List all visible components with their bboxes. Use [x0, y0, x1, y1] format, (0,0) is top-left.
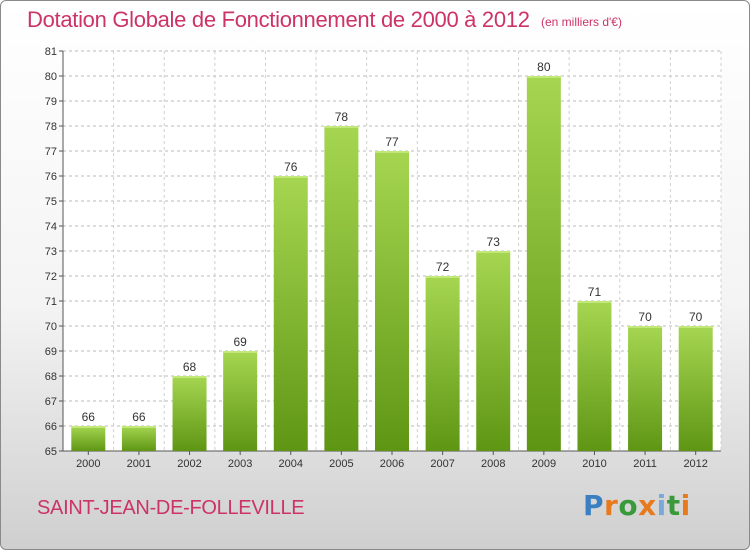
y-tick-label: 65	[45, 446, 57, 458]
logo-letter: i	[656, 489, 667, 522]
x-tick-label: 2012	[683, 458, 707, 470]
commune-name: SAINT-JEAN-DE-FOLLEVILLE	[37, 497, 305, 519]
bar-highlight-2004	[273, 176, 308, 178]
bar-2008	[476, 251, 511, 451]
bar-highlight-2005	[324, 126, 359, 128]
y-tick-label: 76	[45, 171, 57, 183]
y-tick-label: 81	[45, 46, 57, 58]
y-tick-label: 75	[45, 196, 57, 208]
bar-highlight-2001	[121, 426, 156, 428]
x-tick-label: 2011	[633, 458, 657, 470]
bar-value-label: 70	[638, 310, 652, 324]
logo-letter: o	[618, 489, 639, 522]
bar-value-label: 68	[183, 360, 197, 374]
chart-title: Dotation Globale de Fonctionnement de 20…	[27, 7, 530, 32]
bar-highlight-2012	[678, 326, 713, 328]
y-tick-label: 70	[45, 321, 57, 333]
logo-letter: i	[680, 489, 691, 522]
y-tick-label: 68	[45, 371, 57, 383]
bar-2007	[425, 276, 460, 451]
x-tick-label: 2001	[127, 458, 151, 470]
x-tick-label: 2005	[329, 458, 353, 470]
bar-value-label: 73	[487, 235, 501, 249]
bar-value-label: 66	[132, 410, 146, 424]
bar-highlight-2002	[172, 376, 207, 378]
bar-2004	[273, 176, 308, 451]
bar-value-label: 78	[335, 110, 349, 124]
x-tick-label: 2002	[177, 458, 201, 470]
bar-2001	[121, 426, 156, 451]
bar-value-label: 80	[537, 60, 551, 74]
bar-2005	[324, 126, 359, 451]
bar-value-label: 66	[82, 410, 96, 424]
bar-highlight-2003	[223, 351, 258, 353]
bar-2000	[71, 426, 106, 451]
bar-value-label: 76	[284, 160, 298, 174]
y-tick-label: 69	[45, 346, 57, 358]
bar-highlight-2011	[628, 326, 663, 328]
bar-value-label: 70	[689, 310, 703, 324]
x-tick-label: 2000	[76, 458, 100, 470]
logo-letter: r	[604, 489, 619, 522]
y-tick-label: 74	[45, 221, 57, 233]
bar-highlight-2009	[526, 76, 561, 78]
y-tick-label: 78	[45, 121, 57, 133]
bar-value-label: 71	[588, 285, 602, 299]
labels: 66 2000 66 2001 68 2002 69 2003 76 2004 78 2005 77 20…	[76, 60, 708, 470]
bar-2002	[172, 376, 207, 451]
y-tick-label: 79	[45, 96, 57, 108]
logo-letter: t	[666, 489, 681, 522]
y-tick-label: 80	[45, 71, 57, 83]
x-tick-label: 2003	[228, 458, 252, 470]
bar-highlight-2010	[577, 301, 612, 303]
bar-2009	[526, 76, 561, 451]
logo-letter: x	[638, 489, 657, 522]
y-tick-label: 71	[45, 296, 57, 308]
x-tick-label: 2008	[481, 458, 505, 470]
axes: 65 66 67 68 69 70 71 72 73 74 75 76 77 78 79 80 81	[45, 46, 721, 458]
logo-letter: P	[583, 489, 605, 522]
proxiti-logo[interactable]: Proxiti	[583, 489, 691, 522]
bar-2010	[577, 301, 612, 451]
x-tick-label: 2009	[532, 458, 556, 470]
bars	[71, 76, 713, 451]
x-tick-label: 2004	[279, 458, 303, 470]
y-tick-label: 73	[45, 246, 57, 258]
y-tick-label: 72	[45, 271, 57, 283]
bar-2006	[375, 151, 409, 451]
x-tick-label: 2006	[380, 458, 404, 470]
x-tick-label: 2007	[430, 458, 454, 470]
bar-highlight-2008	[476, 251, 511, 253]
y-tick-label: 67	[45, 396, 57, 408]
y-tick-label: 66	[45, 421, 57, 433]
bar-highlight-2000	[71, 426, 106, 428]
chart-subtitle: (en milliers d'€)	[541, 15, 622, 29]
bar-highlight-2007	[425, 276, 460, 278]
bar-value-label: 69	[233, 335, 247, 349]
x-tick-label: 2010	[582, 458, 606, 470]
bar-2011	[628, 326, 663, 451]
bar-2003	[223, 351, 258, 451]
bar-2012	[678, 326, 713, 451]
bar-highlight-2006	[375, 151, 409, 153]
bar-value-label: 77	[385, 135, 399, 149]
bar-value-label: 72	[436, 260, 450, 274]
y-tick-label: 77	[45, 146, 57, 158]
